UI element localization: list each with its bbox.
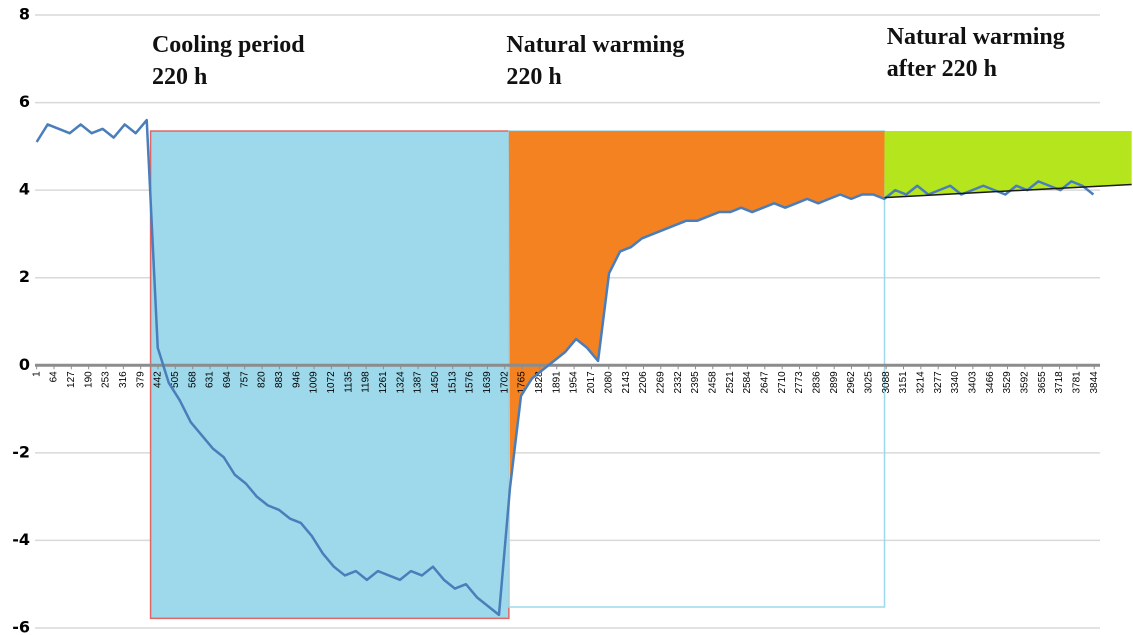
x-tick-label: 2206 (638, 371, 649, 394)
x-tick-label: 3340 (950, 371, 961, 394)
annotation: Natural warming (506, 32, 684, 58)
y-tick-label: -4 (12, 530, 30, 549)
y-tick-label: 6 (19, 92, 30, 111)
x-tick-label: 946 (291, 371, 302, 388)
y-tick-label: -2 (12, 442, 30, 461)
x-tick-label: 1009 (309, 371, 320, 394)
x-tick-label: 1072 (326, 371, 337, 394)
trend-line (884, 183, 1132, 199)
x-tick-label: 1513 (447, 371, 458, 394)
x-tick-label: 2143 (621, 371, 632, 394)
x-tick-label: 64 (49, 371, 60, 383)
x-tick-label: 1261 (378, 371, 389, 394)
x-tick-label: 2395 (690, 371, 701, 394)
warming-region (508, 131, 885, 488)
x-tick-label: 3655 (1037, 371, 1048, 394)
y-tick-label: 8 (19, 5, 30, 24)
y-tick-label: 2 (19, 267, 30, 286)
x-tick-label: 2458 (707, 371, 718, 394)
x-tick-label: 1954 (569, 371, 580, 394)
y-tick-label: 0 (19, 355, 30, 374)
x-tick-label: 1828 (534, 371, 545, 394)
x-tick-label: 2332 (673, 371, 684, 394)
x-tick-label: 2584 (742, 371, 753, 394)
x-tick-label: 1324 (395, 371, 406, 394)
x-tick-label: 568 (187, 371, 198, 388)
x-tick-label: 3466 (985, 371, 996, 394)
x-tick-label: 2773 (794, 371, 805, 394)
x-tick-label: 1639 (482, 371, 493, 394)
x-tick-label: 883 (274, 371, 285, 388)
x-tick-label: 3592 (1020, 371, 1031, 394)
x-tick-label: 2899 (829, 371, 840, 394)
x-tick-label: 190 (83, 371, 94, 388)
x-tick-label: 3151 (898, 371, 909, 394)
x-tick-label: 631 (205, 371, 216, 388)
annotation: 220 h (506, 64, 561, 90)
x-tick-label: 253 (101, 371, 112, 388)
x-tick-label: 1891 (551, 371, 562, 394)
x-tick-label: 3277 (933, 371, 944, 394)
x-tick-label: 3214 (915, 371, 926, 394)
x-tick-label: 3718 (1054, 371, 1065, 394)
x-tick-label: 820 (257, 371, 268, 388)
annotation: after 220 h (887, 56, 997, 82)
x-tick-label: 3025 (863, 371, 874, 394)
x-tick-label: 2962 (846, 371, 857, 394)
x-tick-label: 316 (118, 371, 129, 388)
x-tick-label: 3781 (1072, 371, 1083, 394)
x-tick-label: 694 (222, 371, 233, 388)
x-tick-label: 1765 (517, 371, 528, 394)
x-tick-label: 2269 (655, 371, 666, 394)
x-tick-label: 2521 (725, 371, 736, 394)
x-tick-label: 1198 (361, 371, 372, 393)
x-tick-label: 3403 (968, 371, 979, 394)
late-warming-region (884, 131, 1132, 198)
x-tick-label: 3088 (881, 371, 892, 394)
annotation: Natural warming (887, 24, 1065, 50)
x-tick-label: 127 (66, 371, 77, 388)
x-tick-label: 1387 (413, 371, 424, 394)
x-tick-label: 1702 (499, 371, 510, 394)
annotation: Cooling period (152, 32, 305, 58)
x-tick-label: 2836 (811, 371, 822, 394)
x-tick-label: 3529 (1002, 371, 1013, 394)
annotation: 220 h (152, 64, 207, 90)
x-tick-label: 1576 (465, 371, 476, 394)
period-region (149, 130, 510, 620)
x-tick-label: 1450 (430, 371, 441, 394)
y-tick-label: 4 (19, 180, 30, 199)
x-tick-label: 2710 (777, 371, 788, 394)
series-line (35, 118, 1095, 617)
x-tick-label: 1135 (343, 371, 354, 393)
x-tick-label: 505 (170, 371, 181, 388)
x-tick-label: 1 (31, 371, 42, 377)
x-tick-label: 2080 (603, 371, 614, 394)
x-tick-label: 3844 (1089, 371, 1100, 394)
x-tick-label: 442 (153, 371, 164, 388)
x-tick-label: 2647 (759, 371, 770, 394)
y-tick-label: -6 (12, 618, 30, 635)
x-tick-label: 379 (135, 371, 146, 388)
x-tick-label: 757 (239, 371, 250, 388)
x-tick-label: 2017 (586, 371, 597, 394)
